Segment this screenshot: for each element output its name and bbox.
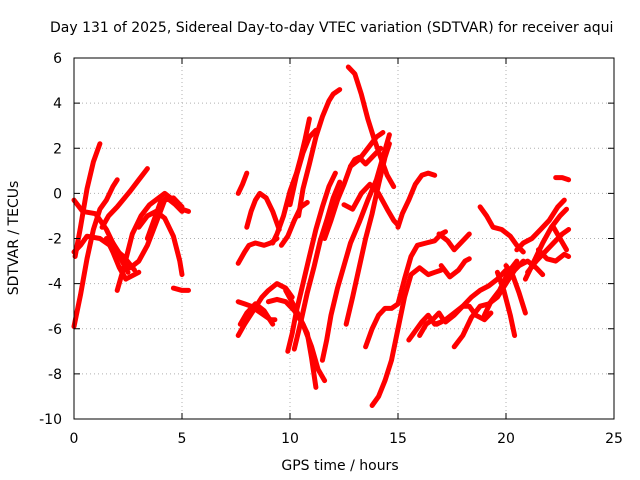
x-tick-label: 15 (389, 431, 407, 447)
y-tick-label: 6 (53, 51, 62, 67)
series-arc-46 (510, 258, 546, 278)
data-traces (71, 64, 572, 408)
series-arc-50 (535, 247, 572, 264)
series-arc-11 (170, 285, 191, 293)
series-arc-42 (477, 204, 526, 255)
series-arc-25 (287, 127, 319, 208)
y-axis-label: SDTVAR / TECUs (6, 181, 22, 296)
series-arc-30 (345, 64, 397, 190)
x-tick-label: 5 (178, 431, 187, 447)
series-arc-23 (291, 179, 343, 352)
series-arc-36 (417, 310, 446, 338)
series-arc-37 (436, 231, 472, 253)
series-arc-1 (72, 141, 103, 259)
series-arc-22 (285, 170, 338, 354)
series-arc-47 (514, 197, 567, 253)
series-arc-52 (551, 224, 569, 253)
series-arc-40 (443, 303, 494, 325)
series-arc-29 (341, 181, 401, 228)
series-arc-34 (395, 170, 438, 230)
series-arc-38 (438, 256, 472, 280)
series-arc-5 (99, 166, 150, 230)
y-axis-ticks: -10 -8 -6 -4 -2 0 2 4 6 (39, 51, 614, 428)
y-tick-label: 0 (53, 186, 62, 202)
series-arc-31 (348, 145, 384, 169)
series-arc-10 (136, 208, 185, 278)
series-arc-45 (503, 263, 528, 316)
x-tick-label: 0 (70, 431, 79, 447)
series-arc-12 (235, 170, 250, 196)
series-arc-33 (369, 265, 444, 408)
x-axis-ticks: 0 5 10 15 20 25 (70, 58, 623, 447)
series-arc-44 (494, 269, 518, 338)
series-arc-9 (144, 195, 185, 241)
series-arc-15 (235, 281, 295, 338)
x-tick-label: 25 (605, 431, 623, 447)
series-arc-24 (296, 87, 343, 219)
series-arc-27 (319, 132, 392, 363)
series-arc-17 (244, 190, 282, 232)
series-arc-19 (278, 199, 310, 248)
y-tick-label: -4 (48, 277, 62, 293)
chart-title: Day 131 of 2025, Sidereal Day-to-day VTE… (50, 20, 613, 36)
y-tick-label: -10 (39, 412, 62, 428)
grid-lines (74, 58, 614, 419)
y-tick-label: -6 (48, 322, 62, 338)
series-arc-32 (363, 229, 448, 350)
series-arc-16 (237, 301, 276, 327)
x-axis-label: GPS time / hours (281, 458, 398, 474)
series-arc-21 (283, 287, 319, 390)
x-tick-label: 10 (281, 431, 299, 447)
x-tick-label: 20 (497, 431, 515, 447)
y-tick-label: 2 (53, 141, 62, 157)
series-arc-51 (553, 175, 572, 183)
y-tick-label: -8 (48, 367, 62, 383)
series-arc-49 (525, 227, 572, 275)
y-tick-label: 4 (53, 96, 62, 112)
y-tick-label: -2 (48, 232, 62, 248)
series-arc-6 (103, 236, 142, 282)
